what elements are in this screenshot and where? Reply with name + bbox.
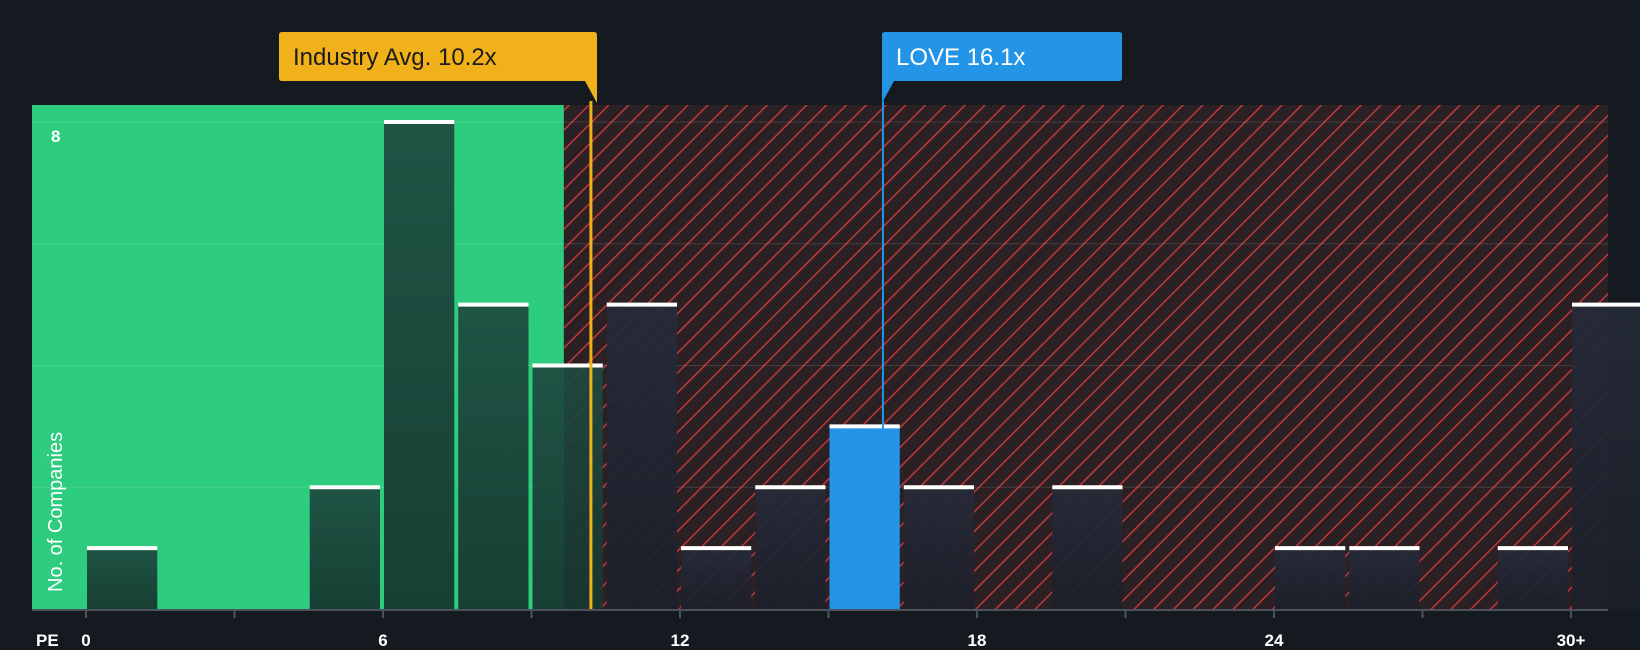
bar-shade bbox=[309, 487, 380, 609]
bar-1 bbox=[309, 485, 380, 609]
x-tick-label-12: 12 bbox=[671, 631, 690, 650]
bar-shade bbox=[1275, 548, 1346, 609]
bar-cap bbox=[532, 363, 603, 368]
bar-6 bbox=[681, 546, 752, 609]
bar-shade bbox=[458, 304, 529, 609]
bar-9 bbox=[903, 485, 974, 609]
bar-12 bbox=[1349, 546, 1420, 609]
bar-shade bbox=[87, 548, 158, 609]
industry-average-label-box bbox=[279, 32, 597, 103]
bar-shade bbox=[1497, 548, 1568, 609]
bar-5 bbox=[606, 302, 677, 609]
bar-cap bbox=[1572, 302, 1640, 307]
bar-cap bbox=[1052, 485, 1123, 490]
bar-body bbox=[829, 426, 900, 609]
y-tick-label-8: 8 bbox=[51, 127, 60, 146]
bar-shade bbox=[1349, 548, 1420, 609]
x-tick-label-18: 18 bbox=[968, 631, 987, 650]
x-axis-title: PE bbox=[36, 631, 59, 650]
bar-shade bbox=[384, 122, 455, 609]
bars bbox=[87, 120, 1640, 609]
bar-13 bbox=[1497, 546, 1568, 609]
company-callout: LOVE 16.1x bbox=[881, 32, 1122, 609]
bar-2 bbox=[384, 120, 455, 609]
y-axis-ticks: 8 bbox=[51, 127, 60, 146]
bar-cap bbox=[755, 485, 826, 490]
bar-3 bbox=[458, 302, 529, 609]
bar-14 bbox=[1572, 302, 1640, 609]
bar-cap bbox=[384, 120, 455, 124]
bar-shade bbox=[1572, 304, 1640, 609]
bar-0 bbox=[87, 546, 158, 609]
bar-shade bbox=[681, 548, 752, 609]
bar-cap bbox=[606, 302, 677, 307]
bar-cap bbox=[309, 485, 380, 490]
x-tick-label-30plus: 30+ bbox=[1557, 631, 1586, 650]
bar-shade bbox=[606, 304, 677, 609]
industry-average-callout: Industry Avg. 10.2x bbox=[279, 32, 597, 609]
bar-cap bbox=[458, 302, 529, 307]
bar-cap bbox=[903, 485, 974, 490]
bar-7 bbox=[755, 485, 826, 609]
bar-shade bbox=[755, 487, 826, 609]
company-label-box bbox=[882, 32, 1122, 103]
bar-cap bbox=[1275, 546, 1346, 551]
bar-11 bbox=[1275, 546, 1346, 609]
x-axis-ticks: 0 6 12 18 24 30+ bbox=[81, 610, 1585, 650]
bar-8 bbox=[829, 424, 900, 609]
gridlines bbox=[32, 121, 1608, 488]
x-tick-label-24: 24 bbox=[1265, 631, 1284, 650]
bar-cap bbox=[681, 546, 752, 551]
x-tick-label-0: 0 bbox=[81, 631, 90, 650]
bar-cap bbox=[87, 546, 158, 551]
industry-average-label: Industry Avg. 10.2x bbox=[293, 44, 497, 71]
bar-cap bbox=[1349, 546, 1420, 551]
bar-cap bbox=[1497, 546, 1568, 551]
bar-10 bbox=[1052, 485, 1123, 609]
y-axis-title: No. of Companies bbox=[45, 432, 67, 592]
x-tick-label-6: 6 bbox=[378, 631, 387, 650]
bar-shade bbox=[903, 487, 974, 609]
company-label: LOVE 16.1x bbox=[896, 44, 1025, 71]
bar-cap bbox=[829, 424, 900, 429]
bar-shade bbox=[1052, 487, 1123, 609]
